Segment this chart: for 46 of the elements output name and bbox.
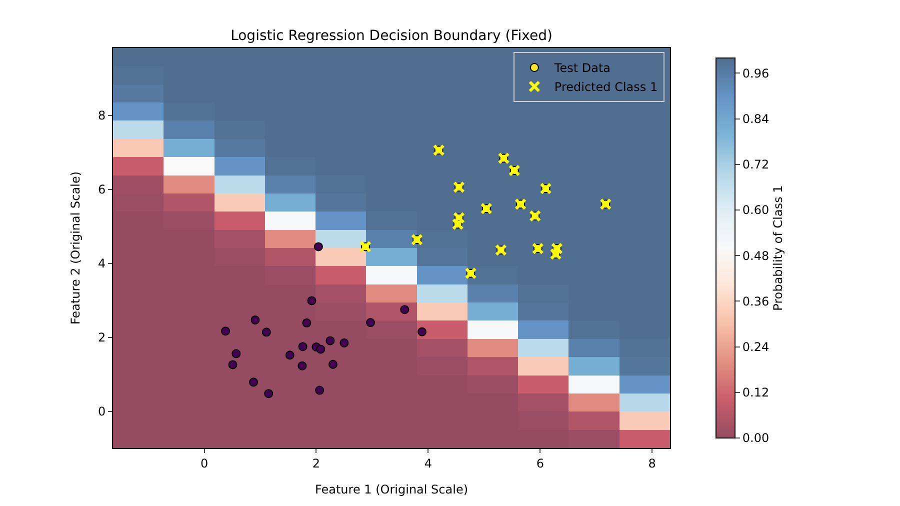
y-tick-label: 8 <box>98 108 106 123</box>
y-tick-label: 4 <box>98 256 106 271</box>
point <box>302 318 312 328</box>
legend-label: Predicted Class 1 <box>554 80 658 94</box>
point <box>249 378 258 387</box>
color-bar-label: 0.84 <box>742 112 770 126</box>
x-tick-label: 2 <box>312 456 320 470</box>
point <box>264 389 274 398</box>
point <box>298 342 308 352</box>
point <box>262 328 271 337</box>
x-tick-label: 4 <box>424 456 432 470</box>
color-bar-label: 0.96 <box>742 66 770 80</box>
point <box>418 327 427 336</box>
x-axis-title: Feature 1 (Original Scale) <box>314 482 468 496</box>
point <box>315 386 324 395</box>
y-tick-label: 2 <box>98 330 106 345</box>
point <box>250 315 260 324</box>
point <box>314 242 323 252</box>
point <box>326 336 335 346</box>
point <box>316 344 326 354</box>
point <box>328 360 338 369</box>
color-bar-label: 0.36 <box>742 294 770 308</box>
y-axis-title: Feature 2 (Original Scale) <box>68 171 82 325</box>
point <box>307 296 316 306</box>
color-bar-label: 0.24 <box>742 340 770 354</box>
point <box>400 305 410 314</box>
point <box>228 360 238 370</box>
point <box>366 318 376 328</box>
x-tick-label: 0 <box>200 456 208 470</box>
legend-label: Test Data <box>553 61 611 76</box>
color-bar-label: 0.00 <box>742 431 770 446</box>
point <box>221 326 230 336</box>
x-tick-label: 8 <box>648 456 656 470</box>
color-bar-label: 0.12 <box>742 386 770 400</box>
color-bar-label: 0.72 <box>742 158 770 172</box>
point <box>285 350 294 360</box>
color-bar-label: 0.60 <box>742 203 770 218</box>
chart-title: Logistic Regression Decision Boundary (Fixed) <box>230 28 552 44</box>
point <box>232 349 241 358</box>
color-bar-label: 0.48 <box>742 248 770 263</box>
color-bar-title: Probability of Class 1 <box>771 185 786 311</box>
point <box>298 361 307 370</box>
point <box>340 338 349 348</box>
x-tick-label: 6 <box>536 456 544 470</box>
y-tick-label: 6 <box>98 182 106 197</box>
y-tick-label: 0 <box>98 404 106 419</box>
